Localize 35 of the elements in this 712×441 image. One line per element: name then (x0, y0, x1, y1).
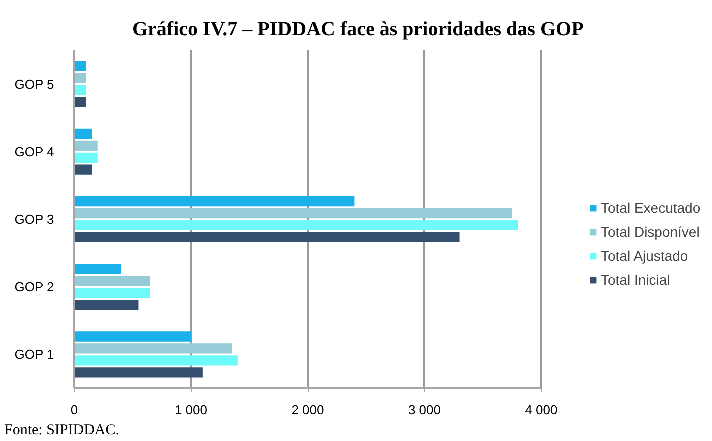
chart-title: Gráfico IV.7 – PIDDAC face às prioridades das GOP (132, 18, 584, 40)
legend-label: Total Executado (601, 200, 701, 216)
legend-label: Total Ajustado (601, 248, 688, 264)
bar (74, 232, 460, 243)
legend-label: Total Inicial (601, 272, 670, 288)
bar (74, 97, 86, 108)
bar (74, 368, 203, 378)
y-tick-label: GOP 2 (14, 280, 54, 295)
bar (74, 164, 92, 175)
bar (74, 85, 86, 96)
bar (74, 196, 355, 207)
bar (74, 140, 98, 151)
bar (74, 73, 86, 84)
bar (74, 288, 150, 298)
bar (74, 208, 512, 219)
bar (74, 220, 518, 231)
bar (74, 276, 150, 286)
bar (74, 356, 238, 366)
bar (74, 300, 139, 310)
y-tick-label: GOP 3 (14, 212, 54, 227)
x-tick-label: 3 000 (408, 402, 442, 418)
bar (74, 344, 232, 354)
y-tick-label: GOP 5 (14, 76, 54, 92)
x-tick-label: 4 000 (525, 402, 558, 418)
bar (74, 152, 98, 163)
bar (74, 264, 122, 274)
source-note: Fonte: SIPIDDAC. (4, 422, 120, 438)
x-tick-label: 0 (70, 402, 78, 418)
bar (74, 128, 92, 140)
bar (74, 332, 192, 342)
x-tick-label: 1 000 (174, 402, 208, 418)
y-tick-label: GOP 1 (14, 347, 54, 362)
x-tick-label: 2 000 (292, 402, 324, 418)
legend-label: Total Disponível (601, 224, 700, 240)
y-tick-label: GOP 4 (14, 144, 54, 160)
